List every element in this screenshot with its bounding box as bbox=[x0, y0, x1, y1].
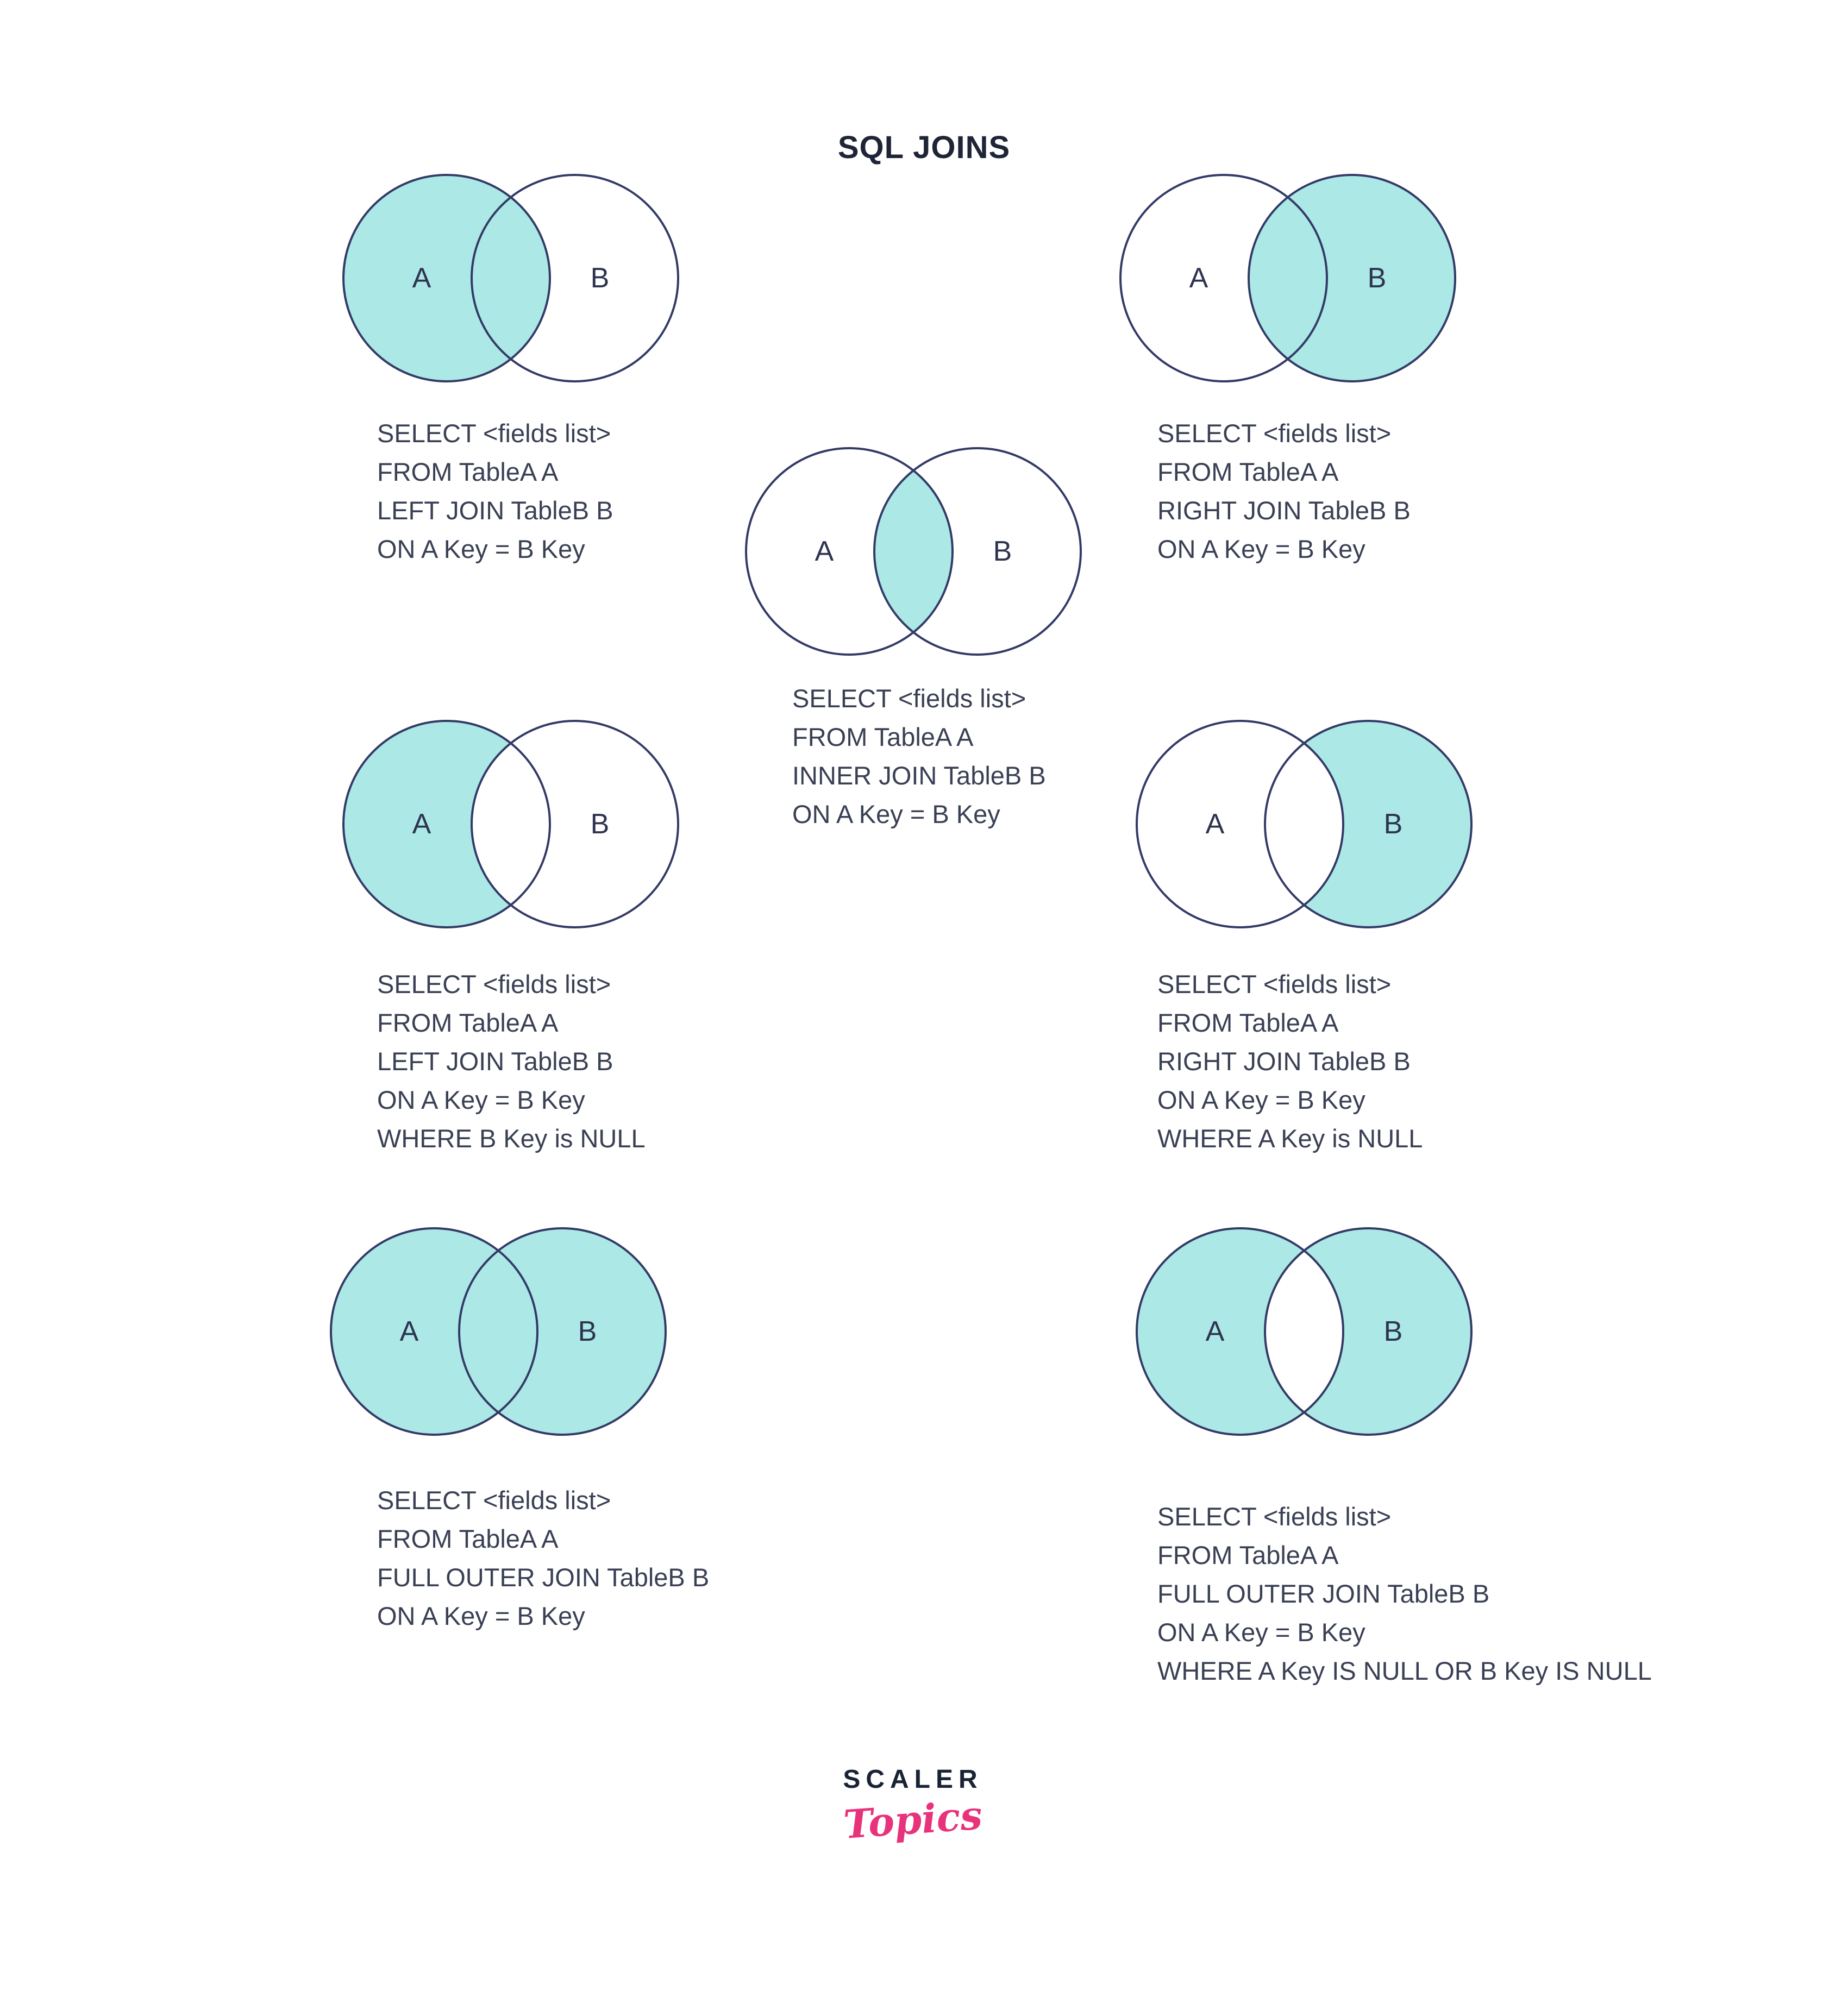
circle-a-label: A bbox=[412, 808, 431, 840]
scaler-logo-topics: Topics bbox=[842, 1792, 984, 1848]
circle-b-label: B bbox=[578, 1316, 597, 1347]
sql-right-join-where-a-null: SELECT <fields list> FROM TableA A RIGHT… bbox=[1157, 970, 1423, 1153]
sql-right-join: SELECT <fields list> FROM TableA A RIGHT… bbox=[1157, 419, 1411, 563]
circle-b-label: B bbox=[1384, 1316, 1403, 1347]
sql-left-join: SELECT <fields list> FROM TableA A LEFT … bbox=[377, 419, 613, 563]
sql-inner-join: SELECT <fields list> FROM TableA A INNER… bbox=[792, 684, 1046, 828]
circle-a-label: A bbox=[400, 1316, 419, 1347]
sql-full-outer-join-where-null: SELECT <fields list> FROM TableA A FULL … bbox=[1157, 1502, 1652, 1685]
circle-b-label: B bbox=[1368, 262, 1387, 294]
circle-a-label: A bbox=[1189, 262, 1208, 294]
scaler-logo-brand: SCALER bbox=[843, 1765, 983, 1794]
circle-b-label: B bbox=[993, 536, 1012, 567]
sql-full-outer-join: SELECT <fields list> FROM TableA A FULL … bbox=[377, 1486, 710, 1630]
circle-b-label: B bbox=[591, 262, 610, 294]
page-title: SQL JOINS bbox=[837, 130, 1011, 165]
sql-left-join-where-b-null: SELECT <fields list> FROM TableA A LEFT … bbox=[377, 970, 646, 1153]
circle-a-label: A bbox=[815, 536, 834, 567]
circle-b-label: B bbox=[591, 808, 610, 840]
circle-a-label: A bbox=[412, 262, 431, 294]
circle-b-label: B bbox=[1384, 808, 1403, 840]
circle-a-label: A bbox=[1206, 808, 1225, 840]
circle-a-label: A bbox=[1206, 1316, 1225, 1347]
scaler-logo: SCALER Topics bbox=[842, 1764, 984, 1848]
